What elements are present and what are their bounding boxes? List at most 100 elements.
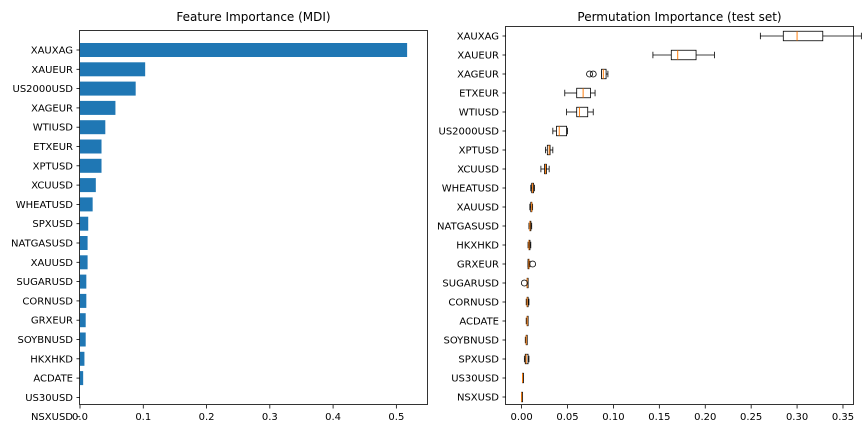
permutation-x-ticks: 0.00 0.05 0.10 0.15 0.20 0.25 0.30 0.35: [510, 405, 854, 423]
box-xptusd: [545, 144, 554, 156]
bar-natgasusd: [80, 236, 88, 250]
y-tick-label: US2000USD: [13, 84, 74, 95]
x-tick-label: 0.30: [786, 412, 808, 423]
y-tick-label: NATGASUSD: [11, 239, 73, 250]
y-tick-label: WHEATUSD: [16, 200, 74, 211]
permutation-importance-chart: Permutation Importance (test set) XAUXAG…: [437, 10, 862, 423]
x-tick-label: 0.35: [832, 412, 854, 423]
box-etxeur: [564, 87, 596, 99]
bar-acdate: [80, 371, 84, 386]
y-tick-label: XAUXAG: [457, 32, 499, 43]
bar-xcuusd: [80, 178, 96, 193]
box-iqr: [556, 125, 568, 137]
bar-xageur: [80, 100, 116, 115]
bar-soybnusd: [80, 332, 86, 347]
permutation-boxes: [520, 30, 862, 403]
y-tick-label: GRXEUR: [31, 316, 73, 327]
bar-xauusd: [80, 255, 88, 270]
x-tick-label: 0.05: [556, 412, 578, 423]
bar-xaueur: [80, 62, 146, 77]
y-tick-label: ETXEUR: [33, 142, 73, 153]
x-tick-label: 0.25: [740, 412, 762, 423]
y-tick-label: WTIUSD: [33, 123, 74, 134]
mdi-axes-frame: [79, 30, 428, 405]
y-tick-label: XAUUSD: [31, 258, 74, 269]
y-tick-label: XAGEUR: [457, 70, 499, 81]
y-tick-label: XPTUSD: [33, 161, 74, 172]
y-tick-label: WHEATUSD: [442, 184, 500, 195]
y-tick-label: XPTUSD: [459, 146, 500, 157]
box-wtiusd: [566, 106, 594, 118]
bar-us2000usd: [80, 81, 136, 96]
y-tick-label: WTIUSD: [459, 108, 500, 119]
y-tick-label: SOYBNUSD: [18, 335, 74, 346]
flier-point: [589, 70, 597, 78]
y-tick-label: NATGASUSD: [437, 222, 499, 233]
y-tick-label: CORNUSD: [22, 296, 73, 307]
bar-wheatusd: [80, 197, 93, 212]
box-xageur: [586, 68, 609, 80]
y-tick-label: HKXHKD: [456, 241, 499, 252]
box-xaueur: [652, 49, 715, 61]
y-tick-label: NSXUSD: [31, 412, 73, 423]
bar-xauxag: [80, 43, 408, 57]
x-tick-label: 0.0: [72, 412, 88, 423]
y-tick-label: XAUXAG: [31, 46, 73, 57]
y-tick-label: CORNUSD: [448, 298, 499, 309]
box-iqr: [782, 30, 824, 42]
box-iqr: [576, 106, 589, 118]
box-wheatusd: [530, 182, 535, 194]
bar-sugarusd: [80, 274, 87, 289]
y-tick-label: XCUUSD: [457, 165, 499, 176]
y-tick-label: SOYBNUSD: [444, 336, 500, 347]
y-tick-label: XAUEUR: [31, 65, 73, 76]
box-us30usd: [522, 372, 524, 384]
box-acdate: [525, 315, 529, 327]
y-tick-label: GRXEUR: [457, 260, 499, 271]
x-tick-label: 0.5: [388, 412, 404, 423]
bar-wtiusd: [80, 120, 106, 135]
x-tick-label: 0.4: [325, 412, 341, 423]
y-tick-label: XAGEUR: [31, 103, 73, 114]
flier-point: [586, 70, 593, 78]
bar-grxeur: [80, 313, 86, 328]
y-tick-label: SUGARUSD: [16, 277, 73, 288]
mdi-bars: [80, 43, 408, 386]
box-xcuusd: [540, 163, 550, 175]
permutation-y-tick-labels: XAUXAG XAUEUR XAGEUR ETXEUR WTIUSD US2000USD X…: [437, 32, 506, 404]
box-iqr: [670, 49, 697, 61]
box-nsxusd: [521, 391, 524, 403]
x-tick-label: 0.10: [602, 412, 624, 423]
y-tick-label: US30USD: [451, 374, 499, 385]
mdi-x-ticks: 0.0 0.1 0.2 0.3 0.4 0.5: [72, 405, 404, 423]
bar-xptusd: [80, 158, 102, 173]
box-soybnusd: [524, 334, 528, 346]
y-tick-label: NSXUSD: [457, 393, 499, 404]
x-tick-label: 0.00: [510, 412, 532, 423]
permutation-chart-title: Permutation Importance (test set): [577, 10, 781, 24]
y-tick-label: HKXHKD: [30, 354, 73, 365]
y-tick-label: XCUUSD: [31, 181, 73, 192]
x-tick-label: 0.1: [135, 412, 151, 423]
box-xauusd: [529, 201, 534, 213]
x-tick-label: 0.3: [262, 412, 278, 423]
box-spxusd: [523, 353, 530, 365]
permutation-axes-frame: [505, 26, 854, 405]
bar-etxeur: [80, 139, 102, 154]
box-hkxhkd: [527, 239, 532, 251]
x-tick-label: 0.2: [199, 412, 215, 423]
y-tick-label: ACDATE: [459, 317, 499, 328]
bar-cornusd: [80, 293, 87, 308]
box-us2000usd: [552, 125, 568, 137]
x-tick-label: 0.20: [694, 412, 716, 423]
box-xauxag: [759, 30, 862, 42]
y-tick-label: ACDATE: [33, 374, 73, 385]
mdi-chart-title: Feature Importance (MDI): [176, 10, 330, 24]
bar-hkxhkd: [80, 351, 85, 366]
box-grxeur: [527, 258, 537, 270]
bar-spxusd: [80, 216, 89, 231]
y-tick-label: US2000USD: [439, 127, 500, 138]
box-cornusd: [525, 296, 530, 308]
y-tick-label: SPXUSD: [32, 219, 73, 230]
